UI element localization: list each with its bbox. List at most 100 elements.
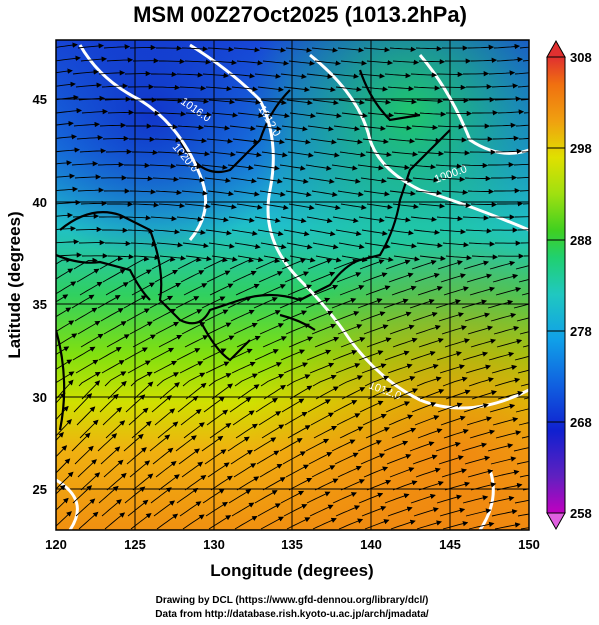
streamline bbox=[234, 373, 258, 387]
streamline bbox=[56, 160, 72, 166]
x-tick-label: 125 bbox=[124, 537, 146, 552]
streamline bbox=[159, 111, 187, 117]
streamline bbox=[515, 265, 529, 270]
streamline bbox=[312, 374, 337, 387]
streamline bbox=[388, 414, 414, 426]
y-tick-label: 30 bbox=[33, 390, 47, 405]
streamline bbox=[445, 110, 473, 117]
streamline bbox=[364, 242, 391, 249]
streamline bbox=[179, 85, 207, 91]
streamline bbox=[490, 456, 517, 465]
streamline bbox=[56, 346, 70, 355]
streamline bbox=[357, 298, 383, 309]
streamline bbox=[176, 348, 201, 361]
streamline bbox=[263, 112, 290, 119]
streamline bbox=[254, 490, 278, 504]
streamline bbox=[392, 337, 418, 348]
streamline bbox=[487, 299, 514, 309]
streamline bbox=[314, 336, 340, 348]
streamline bbox=[466, 273, 493, 283]
streamline bbox=[494, 522, 521, 530]
streamline bbox=[56, 212, 73, 219]
streamline bbox=[517, 229, 529, 231]
streamline bbox=[56, 307, 72, 318]
streamline bbox=[466, 416, 492, 426]
streamline bbox=[308, 177, 335, 184]
streamline bbox=[97, 295, 121, 309]
streamline bbox=[184, 474, 207, 491]
streamline bbox=[231, 502, 255, 517]
streamline bbox=[417, 428, 443, 439]
streamline bbox=[416, 376, 442, 387]
streamline bbox=[154, 408, 176, 426]
streamline bbox=[339, 151, 366, 158]
streamline bbox=[469, 286, 496, 296]
streamline bbox=[415, 325, 441, 335]
streamline bbox=[75, 226, 103, 233]
streamline bbox=[390, 98, 417, 105]
streamline bbox=[257, 86, 284, 93]
streamline bbox=[307, 125, 334, 132]
streamline bbox=[56, 497, 69, 511]
streamline bbox=[437, 260, 463, 270]
streamline bbox=[79, 281, 103, 296]
streamline bbox=[132, 202, 160, 208]
streamline bbox=[494, 96, 522, 102]
streamline bbox=[126, 447, 147, 465]
streamline bbox=[124, 162, 151, 169]
streamline bbox=[437, 124, 465, 130]
streamline bbox=[488, 351, 515, 361]
streamline bbox=[105, 282, 129, 296]
streamline bbox=[129, 44, 157, 51]
streamline bbox=[361, 86, 388, 92]
streamline bbox=[312, 517, 337, 530]
streamline bbox=[177, 395, 199, 413]
streamline bbox=[513, 447, 529, 452]
streamline bbox=[359, 259, 385, 270]
streamline bbox=[286, 99, 313, 106]
streamline bbox=[105, 420, 126, 439]
streamline bbox=[76, 135, 104, 141]
streamline bbox=[262, 203, 289, 211]
streamline bbox=[385, 125, 412, 131]
streamline bbox=[153, 229, 180, 235]
streamline bbox=[517, 369, 529, 374]
streamline bbox=[392, 203, 419, 210]
streamline bbox=[177, 124, 204, 131]
y-axis: 25 30 35 40 45 Latitude (degrees) bbox=[5, 92, 47, 497]
streamline bbox=[461, 299, 488, 309]
streamline bbox=[471, 254, 499, 260]
streamline bbox=[159, 382, 180, 400]
x-tick-label: 120 bbox=[45, 537, 67, 552]
streamline bbox=[257, 362, 282, 374]
streamline bbox=[235, 151, 262, 158]
streamline bbox=[357, 164, 384, 171]
streamline bbox=[384, 350, 410, 361]
streamline bbox=[183, 151, 210, 157]
streamline bbox=[393, 388, 419, 400]
streamline bbox=[179, 229, 206, 236]
streamline bbox=[496, 482, 523, 491]
streamline bbox=[364, 99, 391, 105]
streamline bbox=[230, 449, 253, 465]
streamline bbox=[234, 515, 258, 530]
streamline bbox=[413, 507, 439, 517]
streamline bbox=[491, 364, 518, 374]
streamline bbox=[384, 493, 410, 504]
streamline bbox=[157, 421, 179, 439]
streamline bbox=[132, 334, 156, 348]
streamline bbox=[366, 479, 392, 491]
streamline bbox=[463, 260, 490, 270]
streamline bbox=[419, 388, 445, 400]
streamline bbox=[206, 409, 229, 426]
streamline bbox=[388, 272, 414, 283]
streamline bbox=[185, 111, 212, 118]
streamline bbox=[56, 55, 81, 62]
streamline bbox=[56, 68, 73, 74]
streamline bbox=[311, 190, 338, 198]
plot-frame bbox=[55, 39, 530, 531]
streamline bbox=[128, 407, 149, 426]
streamline bbox=[462, 495, 489, 504]
streamline bbox=[309, 86, 336, 93]
streamline bbox=[105, 240, 132, 247]
